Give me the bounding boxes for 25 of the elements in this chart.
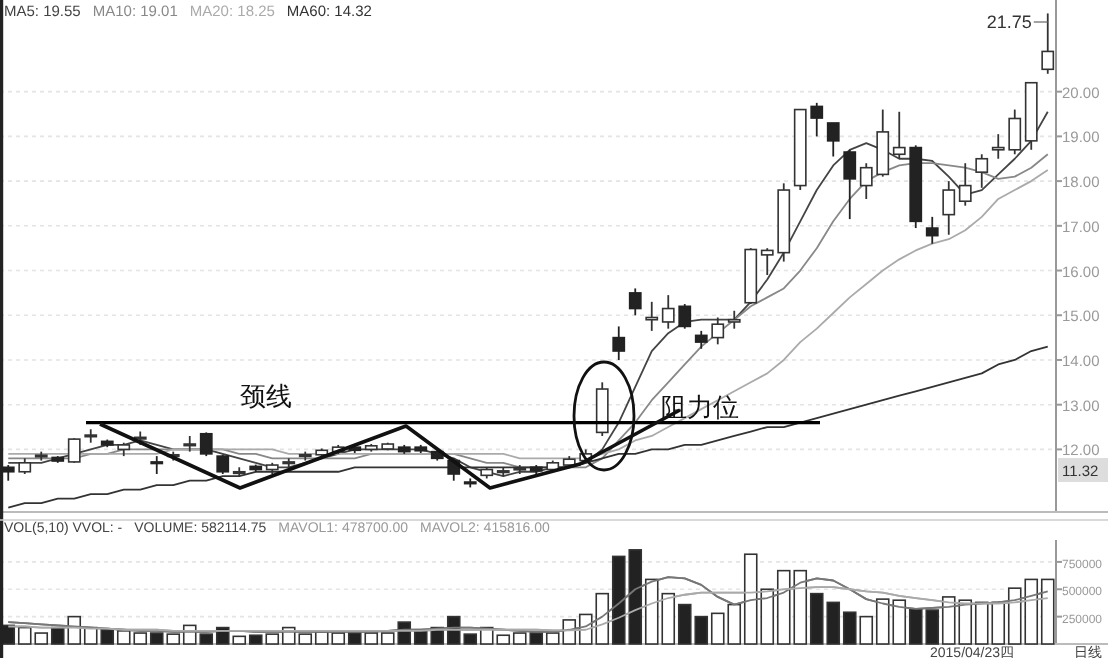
candlestick — [595, 381, 609, 437]
candlestick — [1041, 12, 1055, 75]
candlestick — [645, 300, 659, 332]
candlestick — [925, 215, 939, 245]
candlestick — [67, 437, 81, 464]
candlestick — [628, 287, 642, 317]
candlestick — [199, 431, 213, 457]
candlestick — [826, 122, 840, 158]
candlestick — [843, 148, 857, 221]
line-series — [7, 345, 1049, 509]
candlestick — [892, 110, 906, 160]
candlestick — [84, 428, 98, 444]
candlestick — [975, 153, 989, 189]
candlestick — [678, 303, 692, 330]
candlestick — [661, 294, 675, 330]
annotation: 21.75 — [986, 12, 1032, 32]
ref-line-label: 颈线 — [240, 380, 292, 411]
candlestick — [183, 435, 197, 453]
candlestick — [711, 316, 725, 346]
annotation: 阻力位 — [661, 392, 739, 422]
candlestick — [810, 101, 824, 138]
candlestick — [612, 325, 626, 361]
candlestick — [958, 162, 972, 207]
candlestick — [942, 180, 956, 236]
candlestick — [150, 455, 164, 475]
